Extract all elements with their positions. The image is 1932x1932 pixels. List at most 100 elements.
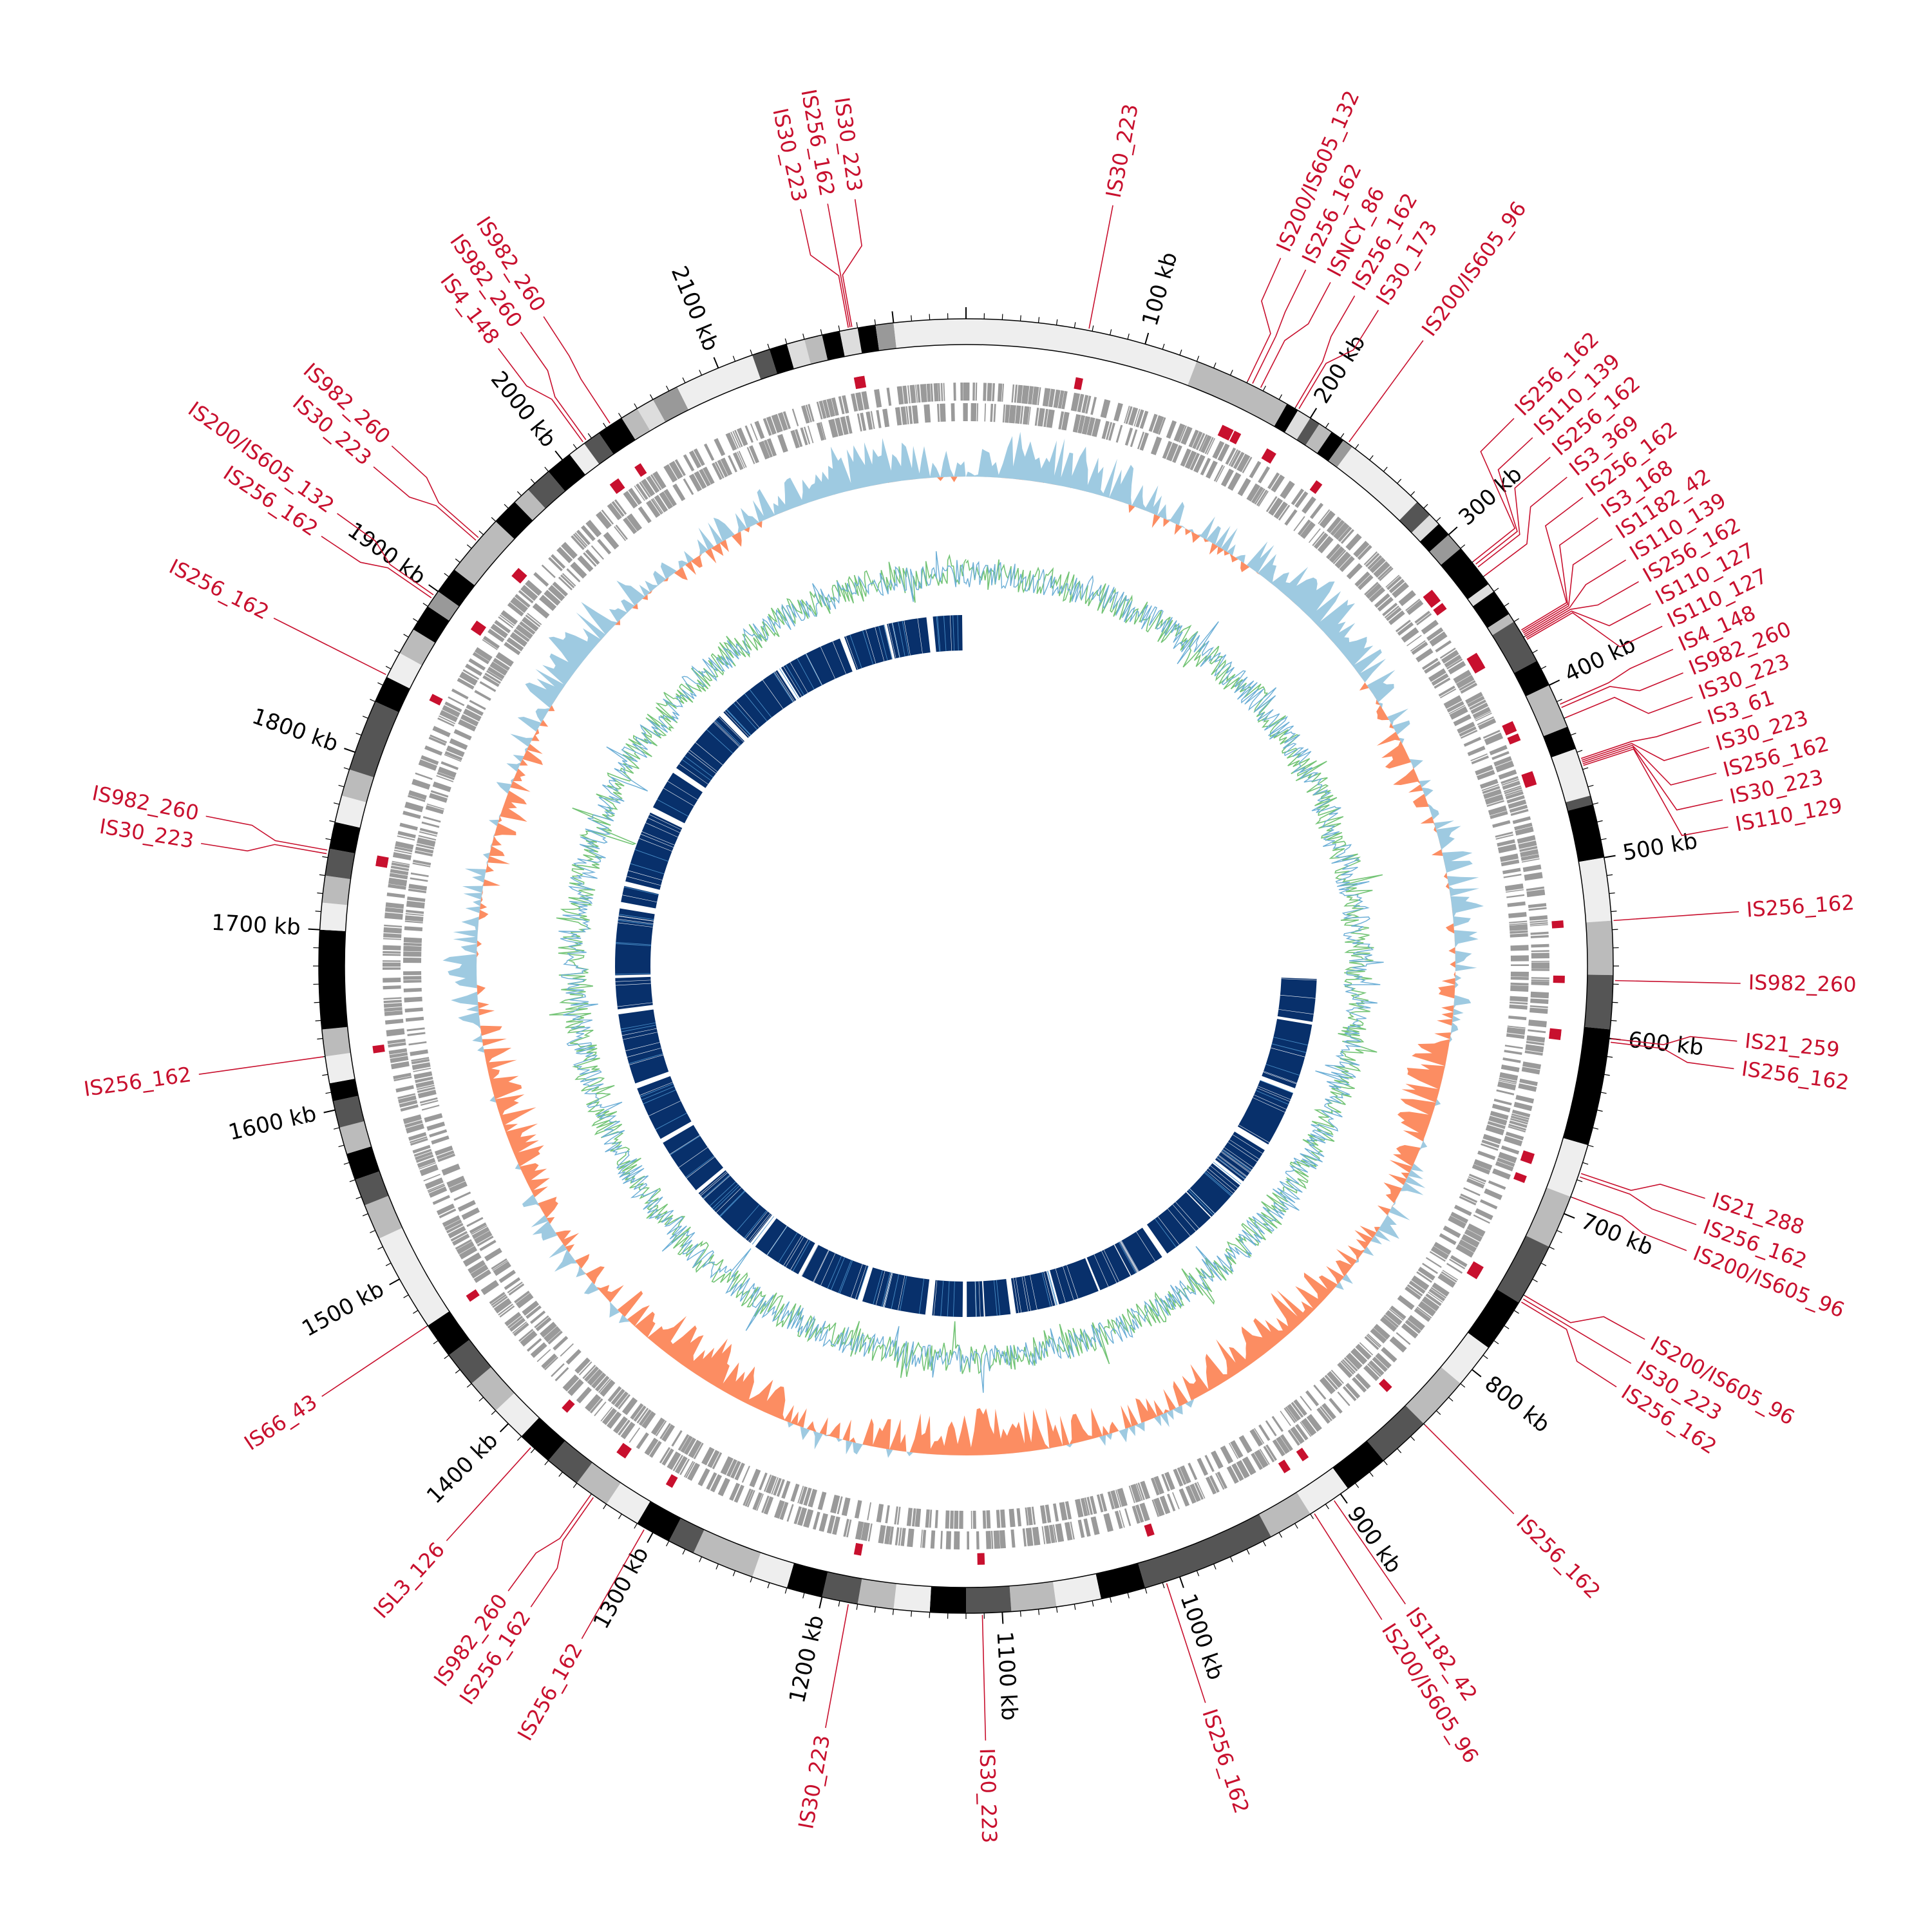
gene-block <box>1249 460 1262 478</box>
gene-block <box>419 1162 437 1170</box>
gene-block <box>469 699 486 710</box>
gene-block <box>403 976 422 980</box>
minor-tick <box>1196 355 1200 362</box>
minor-tick <box>444 573 450 578</box>
conserved-block-stripe <box>792 1240 811 1272</box>
gene-block <box>1254 1428 1265 1444</box>
gene-block <box>1285 1406 1298 1423</box>
gene-block <box>1280 480 1295 499</box>
gene-block <box>456 1241 475 1255</box>
gene-block <box>1313 533 1329 549</box>
gene-block <box>1497 839 1515 847</box>
minor-tick <box>1596 820 1603 822</box>
conserved-block-gap <box>1024 1276 1031 1311</box>
gene-block <box>393 1072 412 1079</box>
ideogram-band <box>606 1482 650 1524</box>
conserved-block-gap <box>1167 1208 1191 1236</box>
conserved-block-gap <box>891 623 900 658</box>
gene-block <box>895 1527 900 1546</box>
conserved-block-gap <box>618 922 653 927</box>
gene-block <box>1416 613 1432 626</box>
gene-block <box>1429 1251 1446 1262</box>
is-leader-line <box>1565 696 1693 718</box>
gene-block <box>993 404 996 422</box>
ideogram-band <box>1367 1405 1424 1461</box>
ideogram-band <box>329 1078 359 1101</box>
gene-block <box>403 957 422 963</box>
conserved-block-gap <box>1119 1241 1137 1273</box>
gene-block <box>1099 1493 1108 1512</box>
gene-block <box>736 428 748 446</box>
gene-block <box>1108 422 1115 441</box>
conserved-block-gap <box>662 1124 694 1143</box>
gene-block <box>405 1016 424 1022</box>
gene-block <box>1426 627 1444 641</box>
gene-block <box>415 1080 435 1088</box>
gene-block <box>1466 1223 1486 1237</box>
gene-block <box>1511 1109 1531 1118</box>
gene-block <box>383 985 401 990</box>
conserved-block-stripe <box>892 622 900 658</box>
gene-block <box>486 670 503 681</box>
gene-block <box>1258 466 1271 484</box>
gene-block <box>493 1298 512 1314</box>
gene-block <box>1016 384 1023 404</box>
gene-block <box>1085 395 1092 414</box>
gene-block <box>1226 1465 1239 1484</box>
minor-tick <box>530 1448 535 1454</box>
gene-block <box>1329 1397 1343 1414</box>
gene-block <box>1503 785 1522 793</box>
conserved-block-stripe <box>634 849 668 862</box>
conserved-block-gap <box>820 1253 836 1286</box>
gene-block <box>1490 1110 1509 1121</box>
minor-tick <box>1229 370 1233 375</box>
gene-block <box>1528 1019 1547 1028</box>
gene-block <box>1522 1061 1541 1070</box>
gene-block <box>615 524 628 540</box>
gene-block <box>383 999 402 1003</box>
is-leader-line <box>507 1495 591 1591</box>
gene-block <box>508 1283 525 1296</box>
gene-block <box>894 1506 898 1525</box>
conserved-block <box>625 812 683 890</box>
gene-block <box>1280 1410 1291 1426</box>
gene-block <box>1434 677 1451 689</box>
conserved-block-gap <box>1021 1276 1028 1312</box>
minor-tick <box>1532 649 1538 654</box>
gene-block <box>1526 889 1546 898</box>
gene-block <box>1249 1428 1264 1447</box>
gene-block <box>562 1374 580 1392</box>
conserved-block-gap <box>686 1157 715 1179</box>
minor-tick <box>530 478 535 484</box>
gene-block <box>1166 420 1177 439</box>
gene-block <box>462 1252 482 1267</box>
gene-block <box>1225 447 1236 465</box>
gene-block <box>404 1119 423 1128</box>
gene-block <box>1497 1157 1515 1168</box>
conserved-block-gap <box>663 788 694 806</box>
conserved-block-gap <box>783 666 802 697</box>
gene-block <box>659 1423 671 1439</box>
gc-skew-positive <box>442 431 1484 1458</box>
gene-block <box>1481 1143 1499 1151</box>
gene-block <box>756 1493 764 1511</box>
gene-block <box>495 652 514 667</box>
conserved-block-gap <box>762 679 784 709</box>
minor-tick <box>377 1246 383 1250</box>
conserved-block-gap <box>699 1171 727 1195</box>
gene-block <box>1388 1308 1404 1321</box>
gene-block <box>986 1510 991 1529</box>
gene-block <box>1498 769 1517 780</box>
gene-block <box>1373 561 1390 578</box>
gene-block <box>1077 1519 1085 1539</box>
conserved-block-gap <box>866 629 876 664</box>
conserved-block-gap <box>622 895 658 903</box>
gene-block <box>1430 1287 1446 1299</box>
minor-tick <box>455 1369 460 1374</box>
gene-block <box>585 520 602 538</box>
is-leader-line <box>1581 743 1710 761</box>
minor-tick <box>1278 1532 1283 1538</box>
gene-block <box>583 552 597 567</box>
ideogram-band <box>321 875 351 905</box>
minor-tick <box>377 682 383 686</box>
